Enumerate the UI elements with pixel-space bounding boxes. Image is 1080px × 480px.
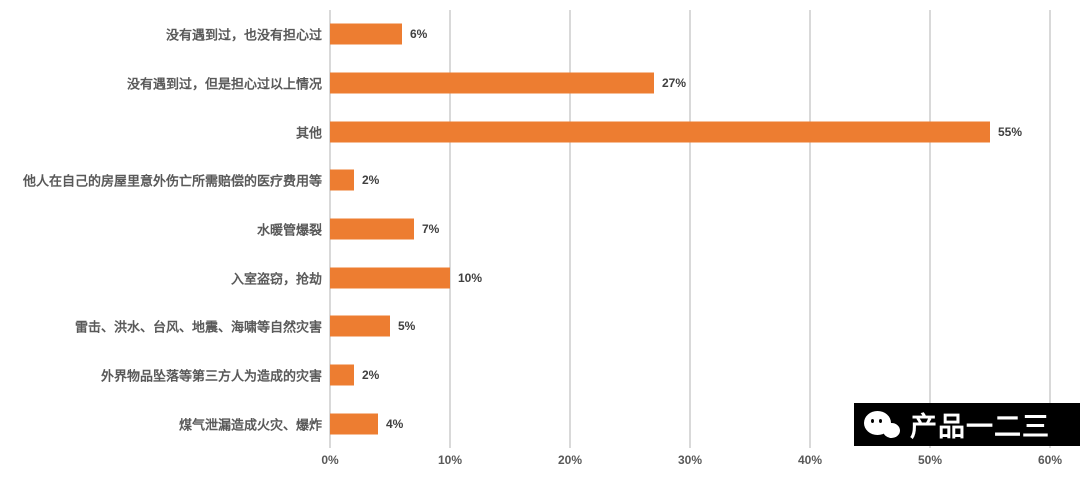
wechat-bubble-small bbox=[883, 422, 900, 438]
table-row: 入室盗窃，抢劫 10% bbox=[0, 253, 1080, 302]
category-label: 雷击、洪水、台风、地震、海啸等自然灾害 bbox=[74, 319, 322, 335]
wechat-eye bbox=[879, 418, 882, 423]
gridline bbox=[689, 10, 691, 448]
category-label: 没有遇到过，但是担心过以上情况 bbox=[126, 76, 322, 92]
bar bbox=[330, 364, 354, 386]
bar bbox=[330, 121, 990, 143]
x-axis-tick-label: 40% bbox=[797, 453, 823, 467]
bar bbox=[330, 169, 354, 191]
category-label: 其他 bbox=[295, 125, 322, 141]
bar bbox=[330, 72, 654, 94]
table-row: 没有遇到过，但是担心过以上情况 27% bbox=[0, 59, 1080, 108]
category-label: 外界物品坠落等第三方人为造成的灾害 bbox=[100, 368, 322, 384]
x-axis-tick-label: 60% bbox=[1037, 453, 1063, 467]
x-axis-tick-label: 0% bbox=[321, 453, 339, 467]
table-row: 雷击、洪水、台风、地震、海啸等自然灾害 5% bbox=[0, 302, 1080, 351]
bar bbox=[330, 218, 414, 240]
gridline bbox=[1049, 10, 1051, 448]
bar bbox=[330, 315, 390, 337]
watermark: 产品一二三 bbox=[854, 403, 1080, 446]
gridline bbox=[449, 10, 451, 448]
category-label: 他人在自己的房屋里意外伤亡所需赔偿的医疗费用等 bbox=[22, 173, 322, 189]
value-label: 27% bbox=[662, 75, 687, 90]
value-label: 4% bbox=[386, 416, 404, 431]
x-axis-tick-label: 50% bbox=[917, 453, 943, 467]
value-label: 5% bbox=[398, 319, 416, 334]
value-label: 55% bbox=[998, 124, 1023, 139]
bar bbox=[330, 23, 402, 45]
category-label: 没有遇到过，也没有担心过 bbox=[165, 27, 322, 43]
x-axis-tick-label: 10% bbox=[437, 453, 463, 467]
category-label: 入室盗窃，抢劫 bbox=[230, 271, 322, 287]
bar bbox=[330, 267, 450, 289]
x-axis-tick-label: 20% bbox=[557, 453, 583, 467]
table-row: 他人在自己的房屋里意外伤亡所需赔偿的医疗费用等 2% bbox=[0, 156, 1080, 205]
table-row: 其他 55% bbox=[0, 107, 1080, 156]
category-label: 煤气泄漏造成火灾、爆炸 bbox=[178, 417, 322, 433]
value-label: 6% bbox=[410, 27, 428, 42]
watermark-text: 产品一二三 bbox=[910, 412, 1050, 442]
gridline bbox=[569, 10, 571, 448]
bar bbox=[330, 413, 378, 435]
x-axis-tick-label: 30% bbox=[677, 453, 703, 467]
wechat-eye bbox=[871, 418, 874, 423]
table-row: 外界物品坠落等第三方人为造成的灾害 2% bbox=[0, 351, 1080, 400]
wechat-icon bbox=[864, 409, 906, 441]
table-row: 没有遇到过，也没有担心过 6% bbox=[0, 10, 1080, 59]
category-label: 水暖管爆裂 bbox=[256, 222, 322, 238]
value-label: 2% bbox=[362, 173, 380, 188]
table-row: 水暖管爆裂 7% bbox=[0, 205, 1080, 254]
table-row: 煤气泄漏造成火灾、爆炸 4% bbox=[0, 399, 1080, 448]
value-label: 7% bbox=[422, 221, 440, 236]
gridline bbox=[809, 10, 811, 448]
value-label: 2% bbox=[362, 367, 380, 382]
value-label: 10% bbox=[458, 270, 483, 285]
gridline bbox=[929, 10, 931, 448]
